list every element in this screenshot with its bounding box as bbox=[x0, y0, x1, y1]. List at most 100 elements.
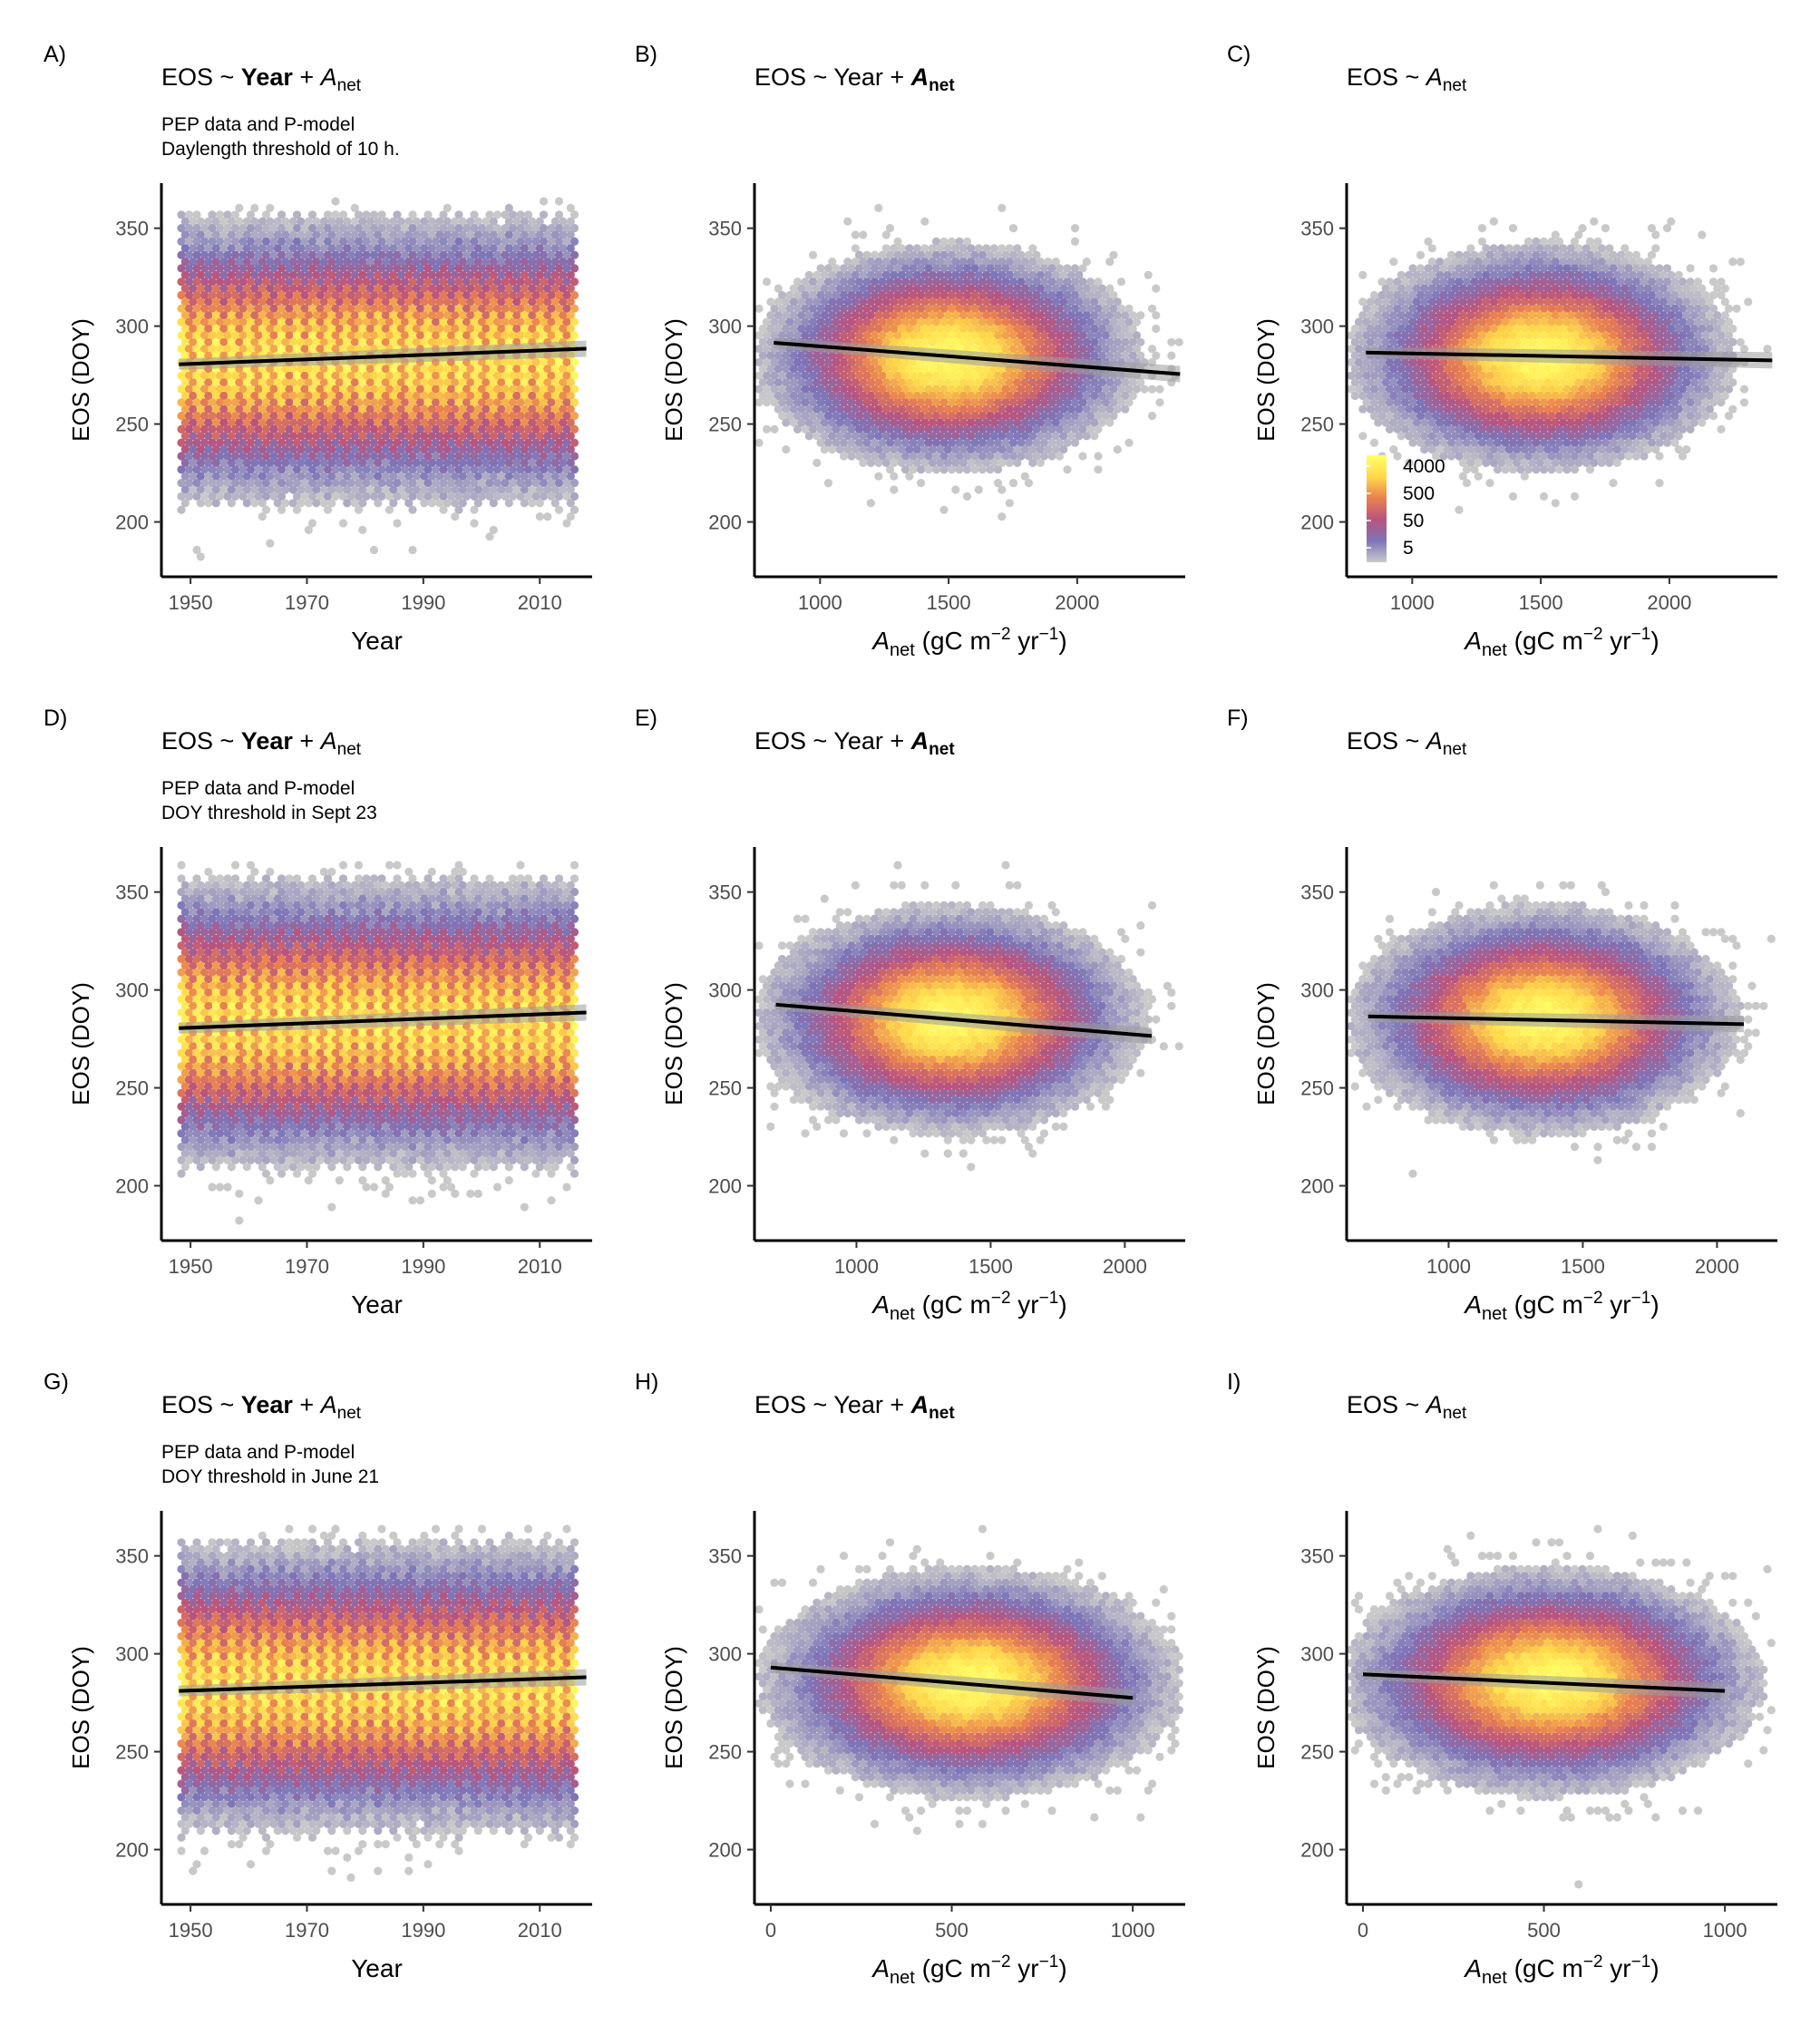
hex-cell bbox=[177, 210, 186, 219]
hex-cell bbox=[454, 278, 463, 287]
hex-cell bbox=[230, 237, 240, 246]
hex-cell bbox=[451, 270, 460, 279]
hex-cell bbox=[531, 278, 540, 287]
hex-cell bbox=[235, 270, 244, 279]
y-tick-label: 200 bbox=[115, 511, 149, 534]
hex-cell bbox=[531, 224, 540, 233]
hex-cell bbox=[354, 237, 364, 246]
hex-cell bbox=[266, 270, 275, 279]
hex-cell bbox=[208, 210, 217, 219]
hex-cell bbox=[435, 244, 444, 253]
hex-cell bbox=[211, 258, 220, 267]
hex-cell bbox=[535, 258, 544, 267]
hex-cell bbox=[423, 250, 433, 259]
hex-cell bbox=[569, 278, 579, 287]
hex-cell bbox=[443, 258, 452, 267]
hex-cell bbox=[346, 224, 355, 233]
hex-cell bbox=[492, 250, 502, 259]
hex-cell bbox=[508, 264, 518, 273]
hex-cell bbox=[384, 264, 394, 273]
hex-cell bbox=[400, 250, 410, 259]
hex-cell bbox=[323, 237, 333, 246]
hex-cell bbox=[566, 258, 575, 267]
hex-cell bbox=[408, 224, 417, 233]
hex-cell bbox=[458, 270, 467, 279]
hex-cell bbox=[543, 244, 552, 253]
hex-cell bbox=[528, 230, 537, 239]
hex-cell bbox=[566, 244, 575, 253]
hex-cell bbox=[307, 237, 317, 246]
hex-cell bbox=[312, 244, 321, 253]
y-tick-label: 350 bbox=[115, 218, 149, 240]
hex-cell bbox=[338, 264, 348, 273]
hex-cell bbox=[316, 250, 325, 259]
hex-cell bbox=[192, 210, 201, 219]
hex-cell bbox=[281, 230, 290, 239]
hex-cell bbox=[420, 270, 429, 279]
hex-cell bbox=[754, 398, 764, 407]
hex-cell bbox=[227, 230, 236, 239]
hex-cell bbox=[423, 264, 433, 273]
hex-cell bbox=[528, 258, 537, 267]
hex-cell bbox=[1116, 278, 1126, 287]
hex-cell bbox=[492, 224, 502, 233]
hex-cell bbox=[489, 244, 498, 253]
hex-cell bbox=[1427, 244, 1436, 253]
hex-cell bbox=[820, 445, 829, 454]
hex-cell bbox=[423, 237, 433, 246]
hex-cell bbox=[189, 270, 198, 279]
hex-cell bbox=[277, 278, 287, 287]
hex-cell bbox=[389, 217, 398, 226]
y-axis-label: EOS (DOY) bbox=[660, 318, 687, 442]
hex-cell bbox=[512, 230, 521, 239]
hex-cell bbox=[192, 278, 201, 287]
hex-cell bbox=[369, 237, 379, 246]
hex-cell bbox=[539, 237, 549, 246]
hex-cell bbox=[338, 250, 348, 259]
x-axis-label: Year bbox=[351, 627, 403, 655]
hex-cell bbox=[250, 270, 259, 279]
hex-cell bbox=[489, 499, 498, 508]
hex-cell bbox=[331, 237, 340, 246]
hex-cell bbox=[408, 237, 417, 246]
panel-label: C) bbox=[1227, 42, 1251, 67]
hex-cell bbox=[254, 237, 263, 246]
hex-cell bbox=[261, 264, 271, 273]
hex-cell bbox=[1728, 258, 1737, 267]
hex-cell bbox=[528, 217, 537, 226]
hex-cell bbox=[358, 217, 367, 226]
hex-cell bbox=[1708, 264, 1718, 273]
hex-cell bbox=[258, 230, 267, 239]
hex-cell bbox=[350, 270, 359, 279]
hex-cell bbox=[485, 224, 494, 233]
hex-cell bbox=[300, 264, 309, 273]
panel-title: EOS ~ Year + Anet bbox=[754, 63, 955, 95]
hex-cell bbox=[1744, 297, 1753, 307]
hex-cell bbox=[316, 224, 325, 233]
title-plus: + bbox=[293, 63, 321, 91]
hex-cell bbox=[1155, 398, 1164, 407]
hex-cell bbox=[547, 250, 556, 259]
y-tick-label: 300 bbox=[115, 316, 149, 338]
hex-cell bbox=[1477, 224, 1487, 233]
hex-cell bbox=[374, 217, 383, 226]
hex-cell bbox=[362, 278, 371, 287]
hex-cell bbox=[916, 465, 926, 474]
hex-cell bbox=[931, 465, 941, 474]
hex-cell bbox=[1005, 499, 1014, 508]
panel-label: A) bbox=[44, 42, 66, 67]
hex-cell bbox=[473, 217, 482, 226]
hex-cell bbox=[393, 210, 402, 219]
hex-cell bbox=[520, 258, 529, 267]
hex-cell bbox=[554, 224, 564, 233]
hex-cell bbox=[350, 258, 359, 267]
hex-cell bbox=[523, 250, 533, 259]
hex-cell bbox=[327, 230, 336, 239]
hex-cell bbox=[1078, 452, 1087, 461]
hex-cell bbox=[331, 197, 340, 206]
hex-cell bbox=[554, 210, 564, 219]
hex-cell bbox=[531, 264, 540, 273]
hex-cell bbox=[1590, 217, 1599, 226]
hex-cell bbox=[227, 284, 236, 293]
